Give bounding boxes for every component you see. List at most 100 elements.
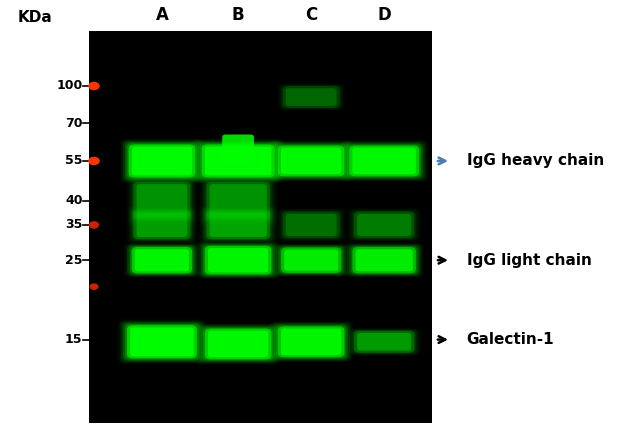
FancyBboxPatch shape xyxy=(342,141,427,181)
FancyBboxPatch shape xyxy=(274,143,348,179)
Circle shape xyxy=(90,222,98,228)
FancyBboxPatch shape xyxy=(204,329,271,359)
FancyBboxPatch shape xyxy=(206,182,270,219)
FancyBboxPatch shape xyxy=(352,211,416,239)
FancyBboxPatch shape xyxy=(204,146,271,175)
Text: 70: 70 xyxy=(65,117,83,130)
FancyBboxPatch shape xyxy=(196,141,281,181)
Text: IgG light chain: IgG light chain xyxy=(467,253,592,268)
FancyBboxPatch shape xyxy=(271,141,352,181)
FancyBboxPatch shape xyxy=(204,209,272,240)
FancyBboxPatch shape xyxy=(132,247,192,273)
FancyBboxPatch shape xyxy=(129,208,195,242)
FancyBboxPatch shape xyxy=(199,243,277,277)
FancyBboxPatch shape xyxy=(281,329,342,355)
FancyBboxPatch shape xyxy=(119,320,204,363)
FancyBboxPatch shape xyxy=(345,143,423,179)
FancyBboxPatch shape xyxy=(202,145,274,177)
Circle shape xyxy=(90,284,98,289)
Text: 35: 35 xyxy=(65,218,83,232)
Text: IgG heavy chain: IgG heavy chain xyxy=(467,153,604,168)
Text: 55: 55 xyxy=(65,154,83,168)
FancyBboxPatch shape xyxy=(206,211,270,239)
Text: D: D xyxy=(377,7,391,24)
FancyBboxPatch shape xyxy=(203,179,273,222)
FancyBboxPatch shape xyxy=(137,184,187,217)
FancyBboxPatch shape xyxy=(204,180,272,221)
FancyBboxPatch shape xyxy=(133,182,190,219)
FancyBboxPatch shape xyxy=(199,143,277,179)
FancyBboxPatch shape xyxy=(125,142,199,180)
FancyBboxPatch shape xyxy=(125,324,199,359)
FancyBboxPatch shape xyxy=(128,145,196,177)
FancyBboxPatch shape xyxy=(123,323,201,361)
FancyBboxPatch shape xyxy=(203,245,273,276)
FancyBboxPatch shape xyxy=(283,212,340,238)
FancyBboxPatch shape xyxy=(208,331,268,357)
FancyBboxPatch shape xyxy=(274,324,348,359)
FancyBboxPatch shape xyxy=(347,244,421,276)
Circle shape xyxy=(89,157,99,164)
Text: B: B xyxy=(232,7,244,24)
FancyBboxPatch shape xyxy=(357,333,411,351)
FancyBboxPatch shape xyxy=(352,247,416,273)
FancyBboxPatch shape xyxy=(351,210,418,240)
Text: 40: 40 xyxy=(65,194,83,207)
FancyBboxPatch shape xyxy=(271,322,352,362)
FancyBboxPatch shape xyxy=(354,331,414,353)
Text: KDa: KDa xyxy=(18,10,52,25)
FancyBboxPatch shape xyxy=(129,178,195,224)
FancyBboxPatch shape xyxy=(210,213,267,237)
FancyBboxPatch shape xyxy=(197,242,279,279)
FancyBboxPatch shape xyxy=(276,144,346,177)
FancyBboxPatch shape xyxy=(197,324,279,364)
Text: 100: 100 xyxy=(57,79,83,93)
FancyBboxPatch shape xyxy=(279,247,343,274)
FancyBboxPatch shape xyxy=(130,179,194,222)
FancyBboxPatch shape xyxy=(286,88,337,106)
FancyBboxPatch shape xyxy=(349,245,419,275)
FancyBboxPatch shape xyxy=(352,330,416,354)
FancyBboxPatch shape xyxy=(197,142,279,180)
FancyBboxPatch shape xyxy=(201,178,275,224)
FancyBboxPatch shape xyxy=(121,321,203,362)
FancyBboxPatch shape xyxy=(203,209,273,241)
Text: C: C xyxy=(305,7,318,24)
FancyBboxPatch shape xyxy=(132,146,192,175)
FancyBboxPatch shape xyxy=(351,329,418,354)
FancyBboxPatch shape xyxy=(272,323,350,361)
FancyBboxPatch shape xyxy=(201,326,275,362)
FancyBboxPatch shape xyxy=(132,180,192,221)
FancyBboxPatch shape xyxy=(127,244,197,276)
FancyBboxPatch shape xyxy=(351,246,418,274)
FancyBboxPatch shape xyxy=(127,325,197,358)
FancyBboxPatch shape xyxy=(194,139,283,183)
FancyBboxPatch shape xyxy=(276,325,346,358)
FancyBboxPatch shape xyxy=(281,211,341,239)
FancyBboxPatch shape xyxy=(204,246,271,274)
FancyBboxPatch shape xyxy=(349,146,419,176)
FancyBboxPatch shape xyxy=(281,85,341,108)
FancyBboxPatch shape xyxy=(201,208,275,242)
FancyBboxPatch shape xyxy=(135,249,189,271)
FancyBboxPatch shape xyxy=(272,142,350,180)
FancyBboxPatch shape xyxy=(137,213,187,237)
FancyBboxPatch shape xyxy=(278,246,344,275)
FancyBboxPatch shape xyxy=(347,144,421,177)
FancyBboxPatch shape xyxy=(278,146,344,176)
Text: A: A xyxy=(156,7,168,24)
FancyBboxPatch shape xyxy=(356,249,413,271)
FancyBboxPatch shape xyxy=(128,245,196,275)
Text: 25: 25 xyxy=(65,254,83,267)
Bar xyxy=(89,31,432,423)
FancyBboxPatch shape xyxy=(274,244,348,277)
FancyBboxPatch shape xyxy=(281,148,342,174)
FancyBboxPatch shape xyxy=(284,250,338,271)
FancyBboxPatch shape xyxy=(208,248,268,273)
FancyBboxPatch shape xyxy=(210,184,267,217)
FancyBboxPatch shape xyxy=(345,243,423,277)
FancyBboxPatch shape xyxy=(222,135,254,163)
FancyBboxPatch shape xyxy=(121,139,203,183)
FancyBboxPatch shape xyxy=(352,148,416,174)
Text: Galectin-1: Galectin-1 xyxy=(467,332,554,347)
